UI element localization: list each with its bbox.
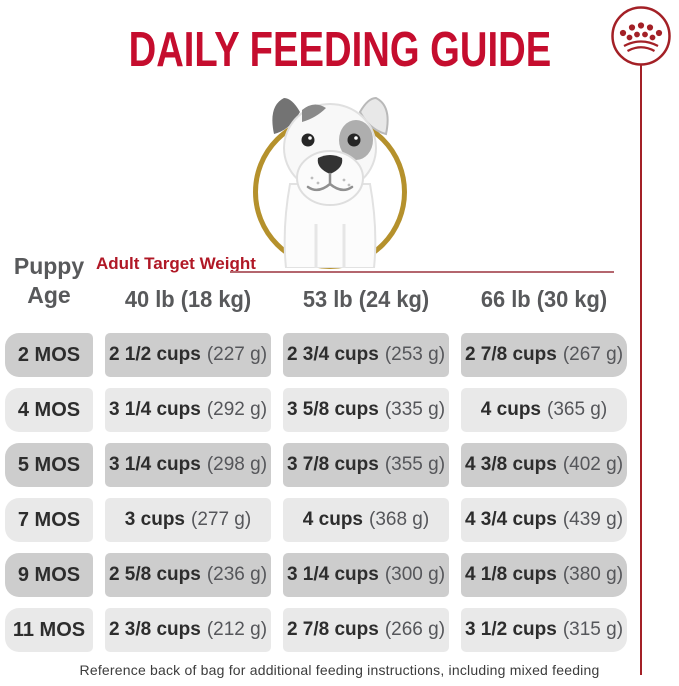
grams-value: (368 g) <box>369 509 430 530</box>
cups-value: 2 7/8 cups <box>464 344 557 365</box>
cups-value: 3 cups <box>124 509 185 530</box>
grams-value: (212 g) <box>206 619 268 640</box>
table-cell: 4 3/4 cups (439 g) <box>461 498 627 542</box>
table-cell: 4 1/8 cups (380 g) <box>461 553 627 597</box>
weight-column-header-66lb: 66 lb (30 kg) <box>480 286 608 312</box>
table-cell: 2 5/8 cups (236 g) <box>105 553 271 597</box>
table-cell: 2 3/4 cups (253 g) <box>283 333 449 377</box>
grams-value: (253 g) <box>384 344 446 365</box>
grams-value: (277 g) <box>191 509 252 530</box>
row-age-9mos: 9 MOS <box>5 553 93 597</box>
table-cell: 3 cups (277 g) <box>105 498 271 542</box>
row-age-5mos: 5 MOS <box>5 443 93 487</box>
grams-value: (355 g) <box>384 454 446 475</box>
row-age-7mos: 7 MOS <box>5 498 93 542</box>
cups-value: 4 cups <box>480 399 541 420</box>
grams-value: (298 g) <box>206 454 268 475</box>
row-age-11mos: 11 MOS <box>5 608 93 652</box>
weight-column-header-40lb: 40 lb (18 kg) <box>124 286 252 312</box>
row-age-2mos: 2 MOS <box>5 333 93 377</box>
puppy-age-line2: Age <box>27 282 71 308</box>
bulldog-puppy-photo <box>272 96 389 268</box>
grams-value: (335 g) <box>384 399 446 420</box>
cups-value: 2 5/8 cups <box>108 564 201 585</box>
grams-value: (315 g) <box>562 619 624 640</box>
table-cell: 3 1/4 cups (300 g) <box>283 553 449 597</box>
grams-value: (380 g) <box>562 564 624 585</box>
cups-value: 2 1/2 cups <box>108 344 201 365</box>
cups-value: 4 3/8 cups <box>464 454 557 475</box>
royal-canin-crown-icon <box>611 6 671 66</box>
grams-value: (292 g) <box>206 399 268 420</box>
table-cell: 3 1/4 cups (298 g) <box>105 443 271 487</box>
table-cell: 3 5/8 cups (335 g) <box>283 388 449 432</box>
table-cell: 2 7/8 cups (267 g) <box>461 333 627 377</box>
grams-value: (365 g) <box>547 399 608 420</box>
grams-value: (227 g) <box>206 344 268 365</box>
table-cell: 3 1/4 cups (292 g) <box>105 388 271 432</box>
brand-vertical-rule <box>640 65 642 675</box>
weight-column-header-53lb: 53 lb (24 kg) <box>302 286 430 312</box>
grams-value: (266 g) <box>384 619 446 640</box>
feeding-table: 2 MOS 2 1/2 cups (227 g) 2 3/4 cups (253 g… <box>5 333 627 652</box>
cups-value: 2 7/8 cups <box>286 619 379 640</box>
cups-value: 3 5/8 cups <box>286 399 379 420</box>
table-cell: 2 1/2 cups (227 g) <box>105 333 271 377</box>
grams-value: (267 g) <box>562 344 624 365</box>
grams-value: (236 g) <box>206 564 268 585</box>
table-cell: 2 7/8 cups (266 g) <box>283 608 449 652</box>
footer-note: Reference back of bag for additional fee… <box>79 662 600 678</box>
adult-target-weight-label: Adult Target Weight <box>96 254 256 273</box>
cups-value: 2 3/4 cups <box>286 344 379 365</box>
cups-value: 4 1/8 cups <box>464 564 557 585</box>
table-cell: 4 cups (365 g) <box>461 388 627 432</box>
adult-target-weight-underline <box>230 271 614 273</box>
cups-value: 2 3/8 cups <box>108 619 201 640</box>
table-cell: 2 3/8 cups (212 g) <box>105 608 271 652</box>
cups-value: 4 3/4 cups <box>464 509 557 530</box>
cups-value: 3 7/8 cups <box>286 454 379 475</box>
grams-value: (402 g) <box>562 454 624 475</box>
page-title-text: DAILY FEEDING GUIDE <box>128 23 551 77</box>
table-cell: 4 cups (368 g) <box>283 498 449 542</box>
table-cell: 3 1/2 cups (315 g) <box>461 608 627 652</box>
table-cell: 3 7/8 cups (355 g) <box>283 443 449 487</box>
puppy-age-line1: Puppy <box>13 253 85 279</box>
row-age-4mos: 4 MOS <box>5 388 93 432</box>
grams-value: (439 g) <box>562 509 624 530</box>
cups-value: 3 1/4 cups <box>108 454 201 475</box>
cups-value: 3 1/4 cups <box>108 399 201 420</box>
cups-value: 3 1/4 cups <box>286 564 379 585</box>
grams-value: (300 g) <box>384 564 446 585</box>
puppy-age-column-header: Puppy Age <box>5 252 93 310</box>
cups-value: 4 cups <box>302 509 363 530</box>
table-cell: 4 3/8 cups (402 g) <box>461 443 627 487</box>
page-title: DAILY FEEDING GUIDE <box>0 22 679 78</box>
cups-value: 3 1/2 cups <box>464 619 557 640</box>
